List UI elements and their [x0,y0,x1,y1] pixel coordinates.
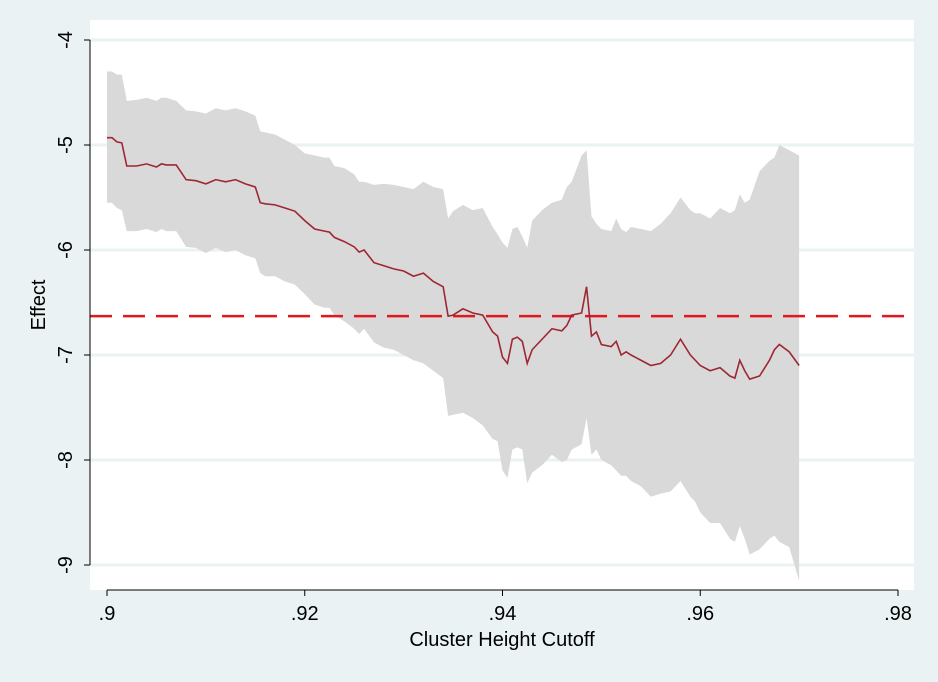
y-axis-title: Effect [28,279,50,330]
y-tick-label-5: -9 [55,556,77,574]
effect-line [107,136,800,381]
x-axis: .9 .92 .94 .96 .98 [99,590,912,625]
y-tick-label-4: -8 [55,451,77,469]
y-tick-label-1: -5 [55,136,77,154]
y-tick-label-0: -4 [55,31,77,49]
x-tick-label-4: .98 [884,603,912,625]
x-tick-label-0: .9 [99,603,116,625]
x-tick-label-2: .94 [489,603,517,625]
x-tick-label-1: .92 [291,603,319,625]
y-tick-label-2: -6 [55,241,77,259]
y-tick-label-3: -7 [55,346,77,364]
x-tick-label-3: .96 [686,603,714,625]
confidence-band [107,71,800,581]
x-axis-title: Cluster Height Cutoff [409,629,595,651]
y-axis: -4 -5 -6 -7 -8 -9 [55,31,90,574]
